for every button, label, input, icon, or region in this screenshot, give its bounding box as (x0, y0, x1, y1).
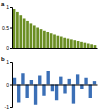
bar (47, 71, 50, 85)
bars (13, 71, 96, 105)
y-tick-mark (10, 107, 12, 108)
bar (36, 28, 39, 49)
bar (93, 81, 96, 84)
x-axis (13, 85, 98, 86)
y-tick-mark (10, 28, 12, 29)
y-tick: 1 (6, 59, 12, 65)
y-tick-label: 0 (6, 82, 9, 88)
y-tick-label: 1 (6, 59, 9, 65)
bar (80, 42, 83, 48)
bar (26, 21, 29, 48)
bar (40, 29, 43, 48)
bar (63, 38, 66, 48)
bar (76, 74, 79, 84)
bar (50, 33, 53, 48)
bar (53, 34, 56, 48)
y-axis: -1 0 1 (5, 59, 13, 110)
y-tick-label: 0.5 (2, 25, 9, 31)
bar (89, 85, 92, 99)
bar (46, 32, 49, 48)
bar (59, 77, 62, 85)
bar (42, 85, 45, 96)
panel-label: b (1, 56, 5, 62)
y-tick: 1 (6, 4, 12, 10)
bar (63, 85, 66, 94)
bar (13, 9, 16, 48)
bar (57, 36, 60, 48)
bar (30, 23, 33, 48)
bar (87, 43, 90, 48)
x-axis (13, 48, 98, 49)
panel: -1 0 1 (5, 59, 98, 110)
panel-label: a (1, 1, 5, 7)
y-tick-label: 1 (6, 4, 9, 10)
y-tick-mark (10, 85, 12, 86)
y-axis-line (10, 8, 13, 49)
panel: 00.51 (2, 4, 97, 51)
bar (43, 31, 46, 48)
y-tick-mark (10, 48, 12, 49)
y-tick: 0 (6, 45, 12, 51)
x-axis-line (13, 48, 98, 49)
bar (51, 85, 54, 92)
y-tick: 0.5 (2, 25, 12, 31)
y-tick: 0 (6, 82, 12, 88)
bar (21, 73, 24, 84)
y-tick-label: -1 (5, 104, 10, 110)
bar (68, 79, 71, 85)
bar (55, 85, 58, 101)
bars (13, 9, 97, 48)
bar (84, 78, 87, 85)
bar (19, 15, 22, 48)
bar (34, 85, 37, 105)
bar (73, 40, 76, 48)
bar (70, 39, 73, 48)
y-tick-label: 0 (6, 45, 9, 51)
bar (77, 41, 80, 48)
y-tick-mark (10, 62, 12, 63)
bar (67, 39, 70, 48)
x-axis-line (13, 85, 98, 86)
bar (33, 25, 36, 48)
bar (16, 12, 19, 48)
bar (23, 18, 26, 48)
bar (60, 37, 63, 48)
bar (25, 85, 28, 99)
bar (84, 43, 87, 48)
bar (30, 80, 33, 85)
bar (90, 44, 93, 48)
bar (17, 85, 20, 103)
y-tick-mark (10, 7, 12, 8)
y-axis: 00.51 (2, 4, 12, 51)
bar (94, 45, 97, 48)
figure: 00.51a-101b (0, 0, 100, 111)
y-tick: -1 (5, 104, 12, 110)
bar (72, 85, 75, 104)
y-axis-line (10, 63, 13, 108)
bar (13, 78, 16, 85)
bar (38, 76, 41, 85)
